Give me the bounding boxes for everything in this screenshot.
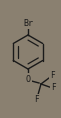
Text: Br: Br [23, 19, 33, 27]
Text: O: O [25, 74, 30, 84]
Text: F: F [50, 72, 54, 80]
Text: F: F [51, 82, 55, 91]
Text: F: F [34, 95, 38, 105]
